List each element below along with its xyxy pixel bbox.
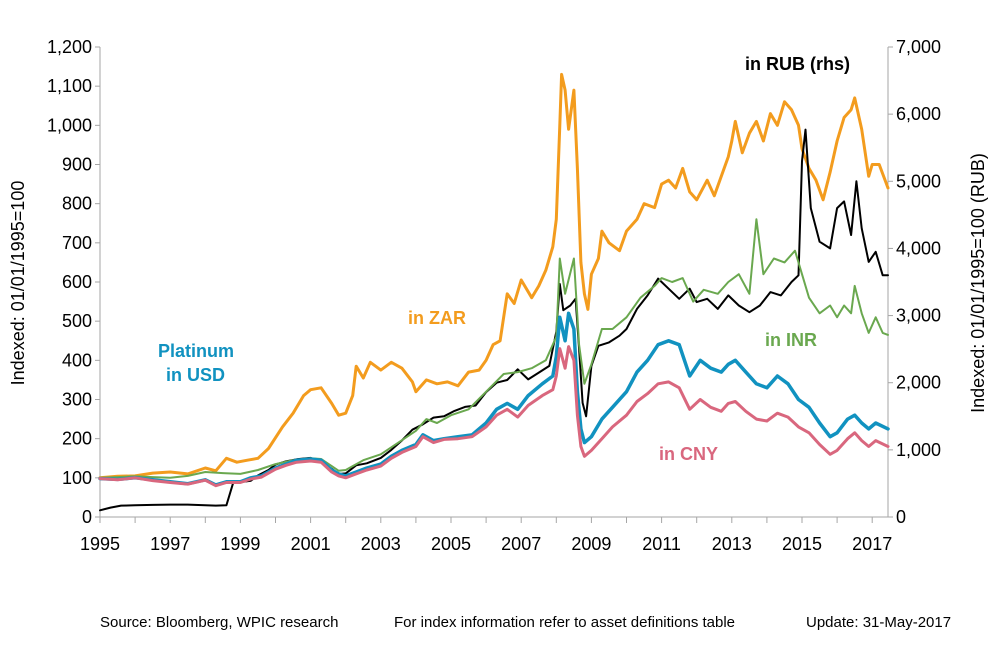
x-tick-label: 1995 (80, 534, 120, 554)
label-in-usd: in USD (166, 365, 225, 385)
y-left-tick-label: 1,200 (47, 37, 92, 57)
axes: 0 100 200 300 400 500 600 700 800 900 1,000 1,100 1,… (47, 37, 941, 554)
label-in-inr: in INR (765, 330, 817, 350)
y-left-tick-label: 200 (62, 429, 92, 449)
y-left-tick-label: 900 (62, 155, 92, 175)
label-platinum: Platinum (158, 341, 234, 361)
series-group (98, 72, 890, 512)
y-right-tick-label: 3,000 (896, 306, 941, 326)
y-right-tick-label: 7,000 (896, 37, 941, 57)
x-tick-label: 1997 (150, 534, 190, 554)
series-line-in-zar (98, 72, 890, 480)
x-tick-label: 2015 (782, 534, 822, 554)
x-tick-label: 1999 (220, 534, 260, 554)
y-axis-right-title: Indexed: 01/01/1995=100 (RUB) (968, 153, 988, 413)
label-in-zar: in ZAR (408, 308, 466, 328)
footer-source: Source: Bloomberg, WPIC research (100, 614, 339, 631)
y-right-tick-label: 1,000 (896, 440, 941, 460)
y-left-tick-label: 100 (62, 468, 92, 488)
y-right-tick-label: 0 (896, 507, 906, 527)
footer-note: For index information refer to asset def… (394, 614, 736, 631)
y-left-tick-label: 400 (62, 350, 92, 370)
series-line-in-rub-rhs (99, 128, 889, 512)
x-tick-label: 2001 (291, 534, 331, 554)
series-line-in-cny (98, 345, 890, 488)
y-right-tick-label: 5,000 (896, 171, 941, 191)
x-tick-label: 2003 (361, 534, 401, 554)
y-right-tick-label: 2,000 (896, 373, 941, 393)
label-in-cny: in CNY (659, 444, 718, 464)
y-axis-left-title: Indexed: 01/01/1995=100 (8, 181, 28, 386)
y-left-tick-label: 300 (62, 390, 92, 410)
y-left-tick-label: 700 (62, 233, 92, 253)
y-left-tick-label: 1,100 (47, 76, 92, 96)
y-left-tick-label: 500 (62, 311, 92, 331)
footer-update: Update: 31-May-2017 (806, 614, 952, 631)
x-tick-label: 2013 (712, 534, 752, 554)
y-left-tick-label: 0 (82, 507, 92, 527)
x-tick-label: 2011 (642, 534, 681, 554)
label-in-rub: in RUB (rhs) (745, 54, 850, 74)
x-tick-label: 2005 (431, 534, 471, 554)
y-left-tick-label: 1,000 (47, 115, 92, 135)
x-tick-label: 2009 (571, 534, 611, 554)
y-right-tick-label: 4,000 (896, 238, 941, 258)
x-tick-label: 2007 (501, 534, 541, 554)
y-left-tick-label: 800 (62, 194, 92, 214)
series-labels: in ZAR in RUB (rhs) in INR Platinum in U… (158, 54, 850, 464)
y-left-tick-label: 600 (62, 272, 92, 292)
x-tick-label: 2017 (852, 534, 892, 554)
y-right-tick-label: 6,000 (896, 104, 941, 124)
